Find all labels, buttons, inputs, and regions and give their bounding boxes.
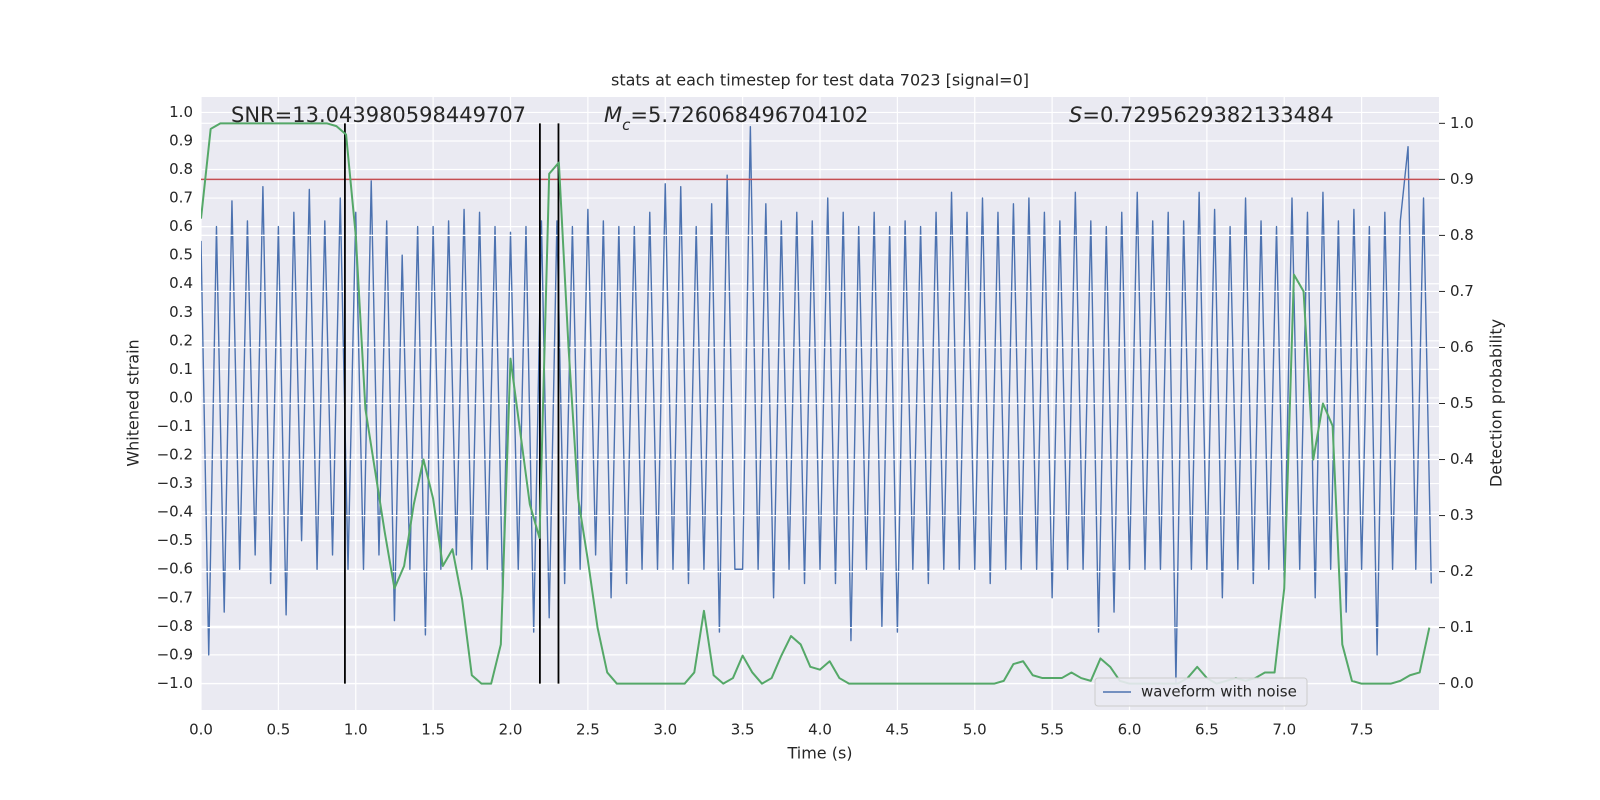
y-axis-label: Whitened strain	[124, 339, 143, 466]
x-tick-label: 1.0	[344, 721, 368, 739]
y-tick-label: 0.5	[169, 246, 193, 264]
x-tick-label: 0.0	[189, 721, 213, 739]
x-tick-label: 6.0	[1118, 721, 1142, 739]
x-tick-label: 1.5	[421, 721, 445, 739]
legend-label: waveform with noise	[1141, 683, 1297, 701]
x-tick-label: 0.5	[266, 721, 290, 739]
annotation-subscript: c	[622, 116, 631, 134]
x-tick-label: 5.5	[1040, 721, 1064, 739]
x-tick-label: 4.0	[808, 721, 832, 739]
y-tick-label: 0.6	[169, 217, 193, 235]
y2-tick-label: 1.0	[1450, 114, 1474, 132]
annotation: Mc=5.726068496704102	[604, 103, 868, 134]
chart-title: stats at each timestep for test data 702…	[611, 71, 1029, 90]
series-line	[201, 125, 1432, 685]
annotation: SNR=13.043980598449707	[231, 103, 526, 127]
annotation-text: =0.7295629382133484	[1082, 103, 1333, 127]
y2-tick-label: 0.4	[1450, 450, 1474, 468]
y-tick-label: −0.6	[157, 560, 193, 578]
y-tick-label: −0.2	[157, 446, 193, 464]
x-tick-label: 3.0	[653, 721, 677, 739]
y2-tick-label: 0.8	[1450, 226, 1474, 244]
y2-tick-label: 0.2	[1450, 562, 1474, 580]
y-tick-label: 0.3	[169, 303, 193, 321]
y-tick-label: 0.7	[169, 189, 193, 207]
annotation-text: =5.726068496704102	[630, 103, 868, 127]
y-tick-label: 0.1	[169, 360, 193, 378]
x-tick-label: 2.0	[499, 721, 523, 739]
x-tick-label: 5.0	[963, 721, 987, 739]
y2-tick-label: 0.3	[1450, 506, 1474, 524]
y-tick-label: −0.9	[157, 645, 193, 663]
y2-tick-label: 0.6	[1450, 338, 1474, 356]
y2-tick-label: 0.5	[1450, 394, 1474, 412]
y-tick-label: 0.2	[169, 331, 193, 349]
x-tick-label: 3.5	[731, 721, 755, 739]
y-tick-label: −0.3	[157, 474, 193, 492]
above-layer: waveform with noise	[1094, 677, 1308, 707]
annotation: S=0.7295629382133484	[1069, 103, 1334, 127]
x-tick-label: 6.5	[1195, 721, 1219, 739]
y-tick-label: −1.0	[157, 674, 193, 692]
x-tick-label: 2.5	[576, 721, 600, 739]
x-tick-label: 7.0	[1272, 721, 1296, 739]
y-tick-label: 0.0	[169, 388, 193, 406]
y2-axis-label: Detection probability	[1487, 319, 1506, 487]
y-tick-label: −0.4	[157, 503, 193, 521]
y-tick-label: 1.0	[169, 103, 193, 121]
y2-tick-label: 0.0	[1450, 674, 1474, 692]
x-tick-label: 4.5	[885, 721, 909, 739]
y-tick-label: 0.9	[169, 131, 193, 149]
x-tick-label: 7.5	[1350, 721, 1374, 739]
y-tick-label: −0.8	[157, 617, 193, 635]
y-tick-label: −0.1	[157, 417, 193, 435]
y-tick-label: 0.4	[169, 274, 193, 292]
annotation-symbol: S	[1069, 103, 1082, 127]
x-axis-label: Time (s)	[786, 744, 852, 763]
y2-tick-label: 0.1	[1450, 618, 1474, 636]
y2-tick-label: 0.9	[1450, 170, 1474, 188]
y2-tick-label: 0.7	[1450, 282, 1474, 300]
legend-box	[1094, 677, 1308, 707]
y-tick-label: −0.5	[157, 531, 193, 549]
y-tick-label: −0.7	[157, 588, 193, 606]
y-tick-label: 0.8	[169, 160, 193, 178]
annotation-symbol: M	[604, 103, 622, 127]
